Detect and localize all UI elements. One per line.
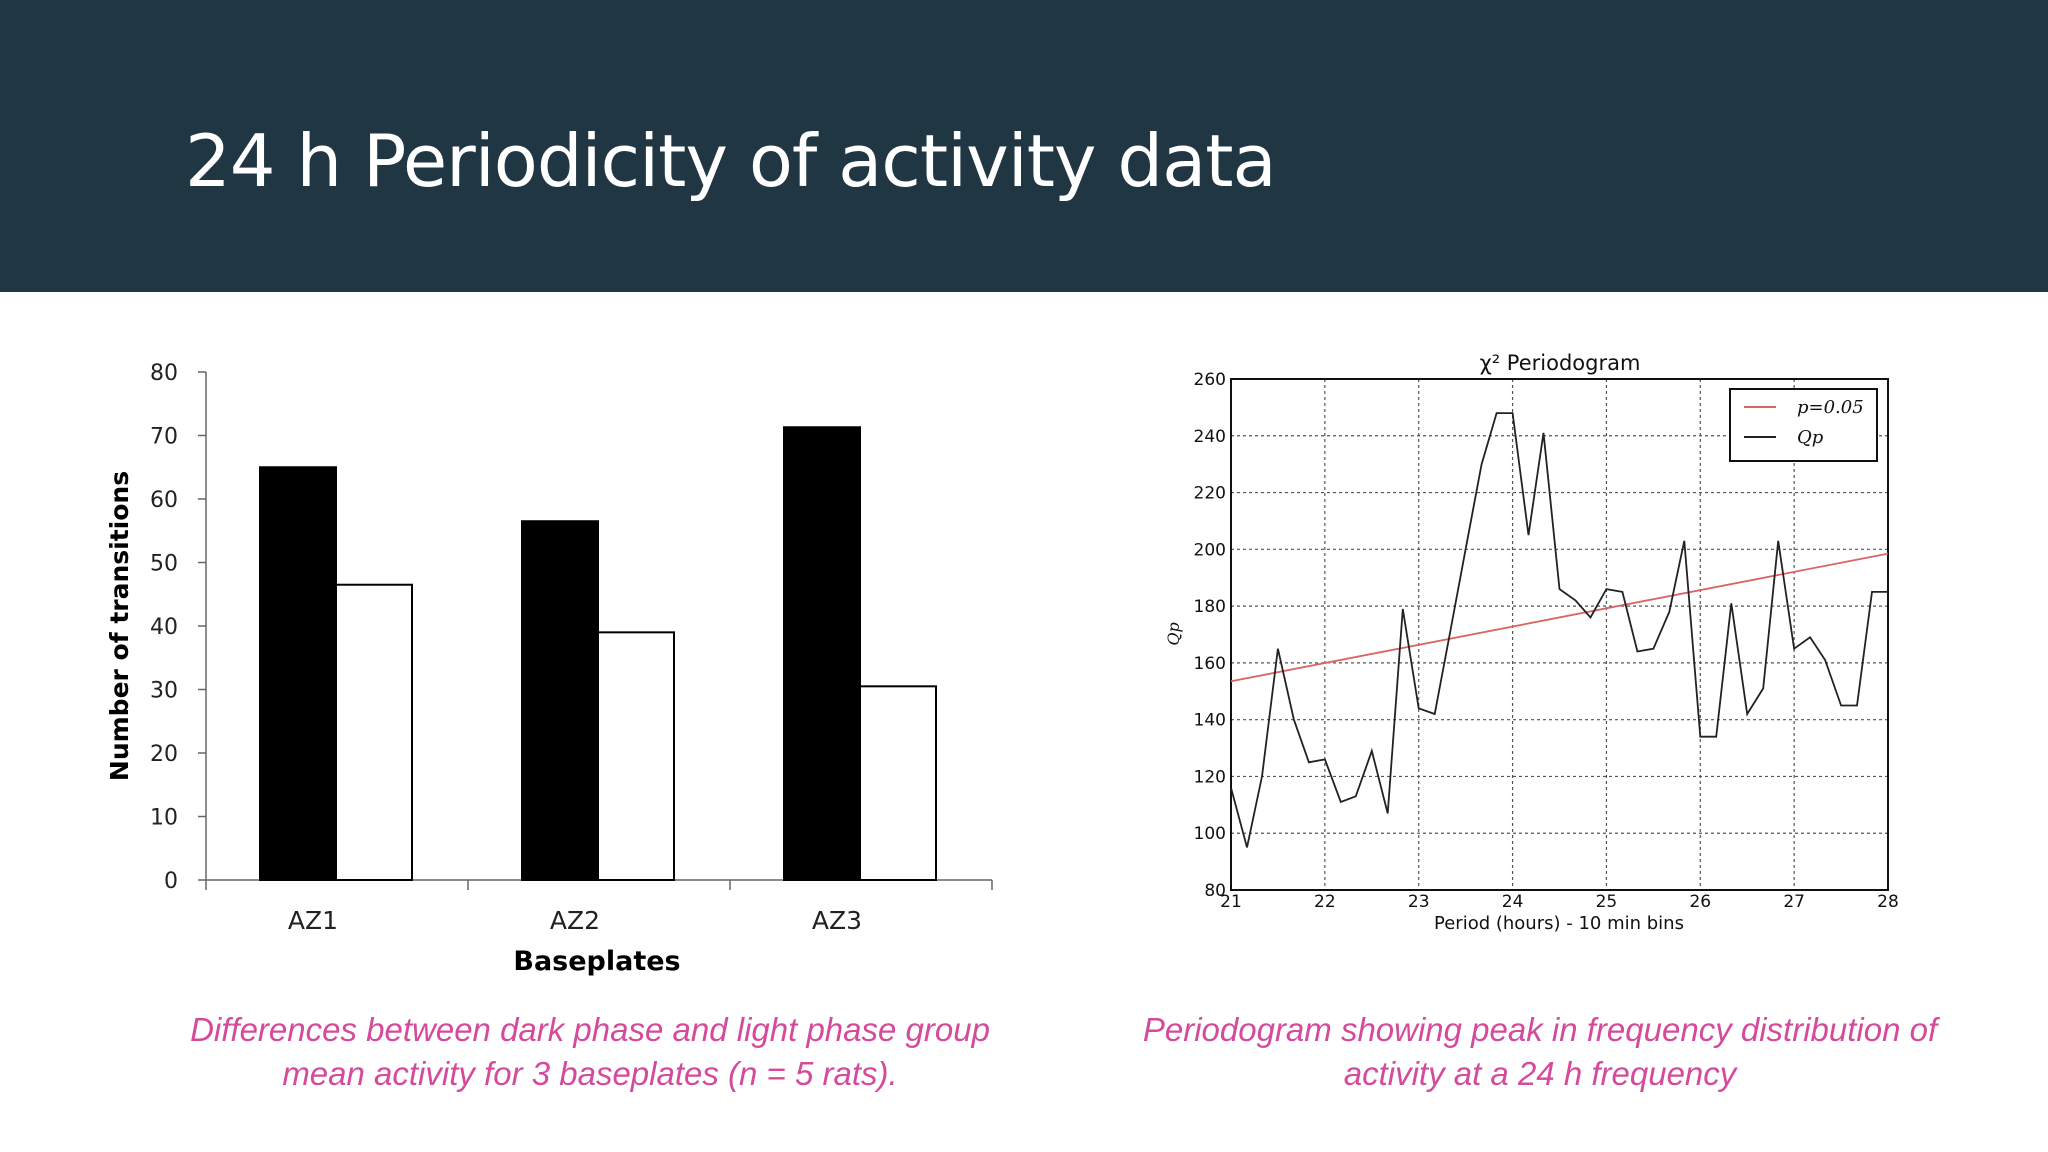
- y-tick-label: 260: [1194, 370, 1226, 390]
- y-tick-label: 40: [150, 615, 178, 640]
- y-tick-label: 80: [1204, 881, 1226, 901]
- y-axis-label: Number of transitions: [105, 471, 134, 781]
- periodogram-caption: Periodogram showing peak in frequency di…: [1142, 1011, 1938, 1092]
- x-tick-label: 26: [1689, 892, 1711, 912]
- bar: [521, 520, 599, 881]
- y-tick-label: 50: [150, 552, 178, 577]
- category-label: AZ1: [288, 906, 338, 935]
- y-tick-label: 60: [150, 488, 178, 513]
- x-tick-label: 25: [1596, 892, 1618, 912]
- x-tick-label: 24: [1502, 892, 1524, 912]
- y-tick-label: 20: [150, 742, 178, 767]
- y-tick-label: 10: [150, 806, 178, 831]
- y-axis-label: Qp: [1164, 622, 1183, 645]
- x-tick-label: 27: [1783, 892, 1805, 912]
- bar: [335, 583, 413, 881]
- category-label: AZ3: [812, 906, 862, 935]
- x-tick-label: 22: [1314, 892, 1336, 912]
- y-tick-label: 120: [1194, 767, 1226, 787]
- y-tick-label: 160: [1194, 654, 1226, 674]
- y-tick-label: 0: [164, 869, 178, 894]
- plot-frame: [1230, 378, 1889, 891]
- legend-entry: Qp: [1797, 427, 1824, 448]
- x-tick-label: 21: [1220, 892, 1242, 912]
- bar: [783, 426, 861, 881]
- slide-title: 24 h Periodicity of activity data: [185, 119, 1277, 203]
- y-tick-label: 200: [1194, 540, 1226, 560]
- qp-line: [1230, 412, 1888, 848]
- legend-box: [1729, 388, 1878, 462]
- y-tick-label: 240: [1194, 427, 1226, 447]
- title-banner: 24 h Periodicity of activity data: [0, 0, 2048, 292]
- y-tick-label: 80: [150, 361, 178, 386]
- x-tick-label: 28: [1877, 892, 1899, 912]
- y-tick-label: 220: [1194, 484, 1226, 504]
- y-tick-label: 140: [1194, 711, 1226, 731]
- legend-entry: p=0.05: [1797, 397, 1864, 418]
- p-threshold-line: [1230, 552, 1889, 683]
- periodogram-title: χ² Periodogram: [1480, 351, 1641, 375]
- bar: [259, 466, 337, 881]
- bar-chart-caption: Differences between dark phase and light…: [190, 1011, 990, 1092]
- y-tick-label: 30: [150, 679, 178, 704]
- x-axis-label: Period (hours) - 10 min bins: [1434, 913, 1684, 934]
- bar: [597, 631, 675, 881]
- bar: [859, 685, 937, 882]
- y-tick-label: 70: [150, 425, 178, 450]
- x-tick-label: 23: [1408, 892, 1430, 912]
- x-axis-label: Baseplates: [513, 946, 680, 977]
- legend: p=0.05 Qp: [1729, 388, 1878, 462]
- y-tick-label: 180: [1194, 597, 1226, 617]
- category-label: AZ2: [550, 906, 600, 935]
- y-tick-label: 100: [1194, 824, 1226, 844]
